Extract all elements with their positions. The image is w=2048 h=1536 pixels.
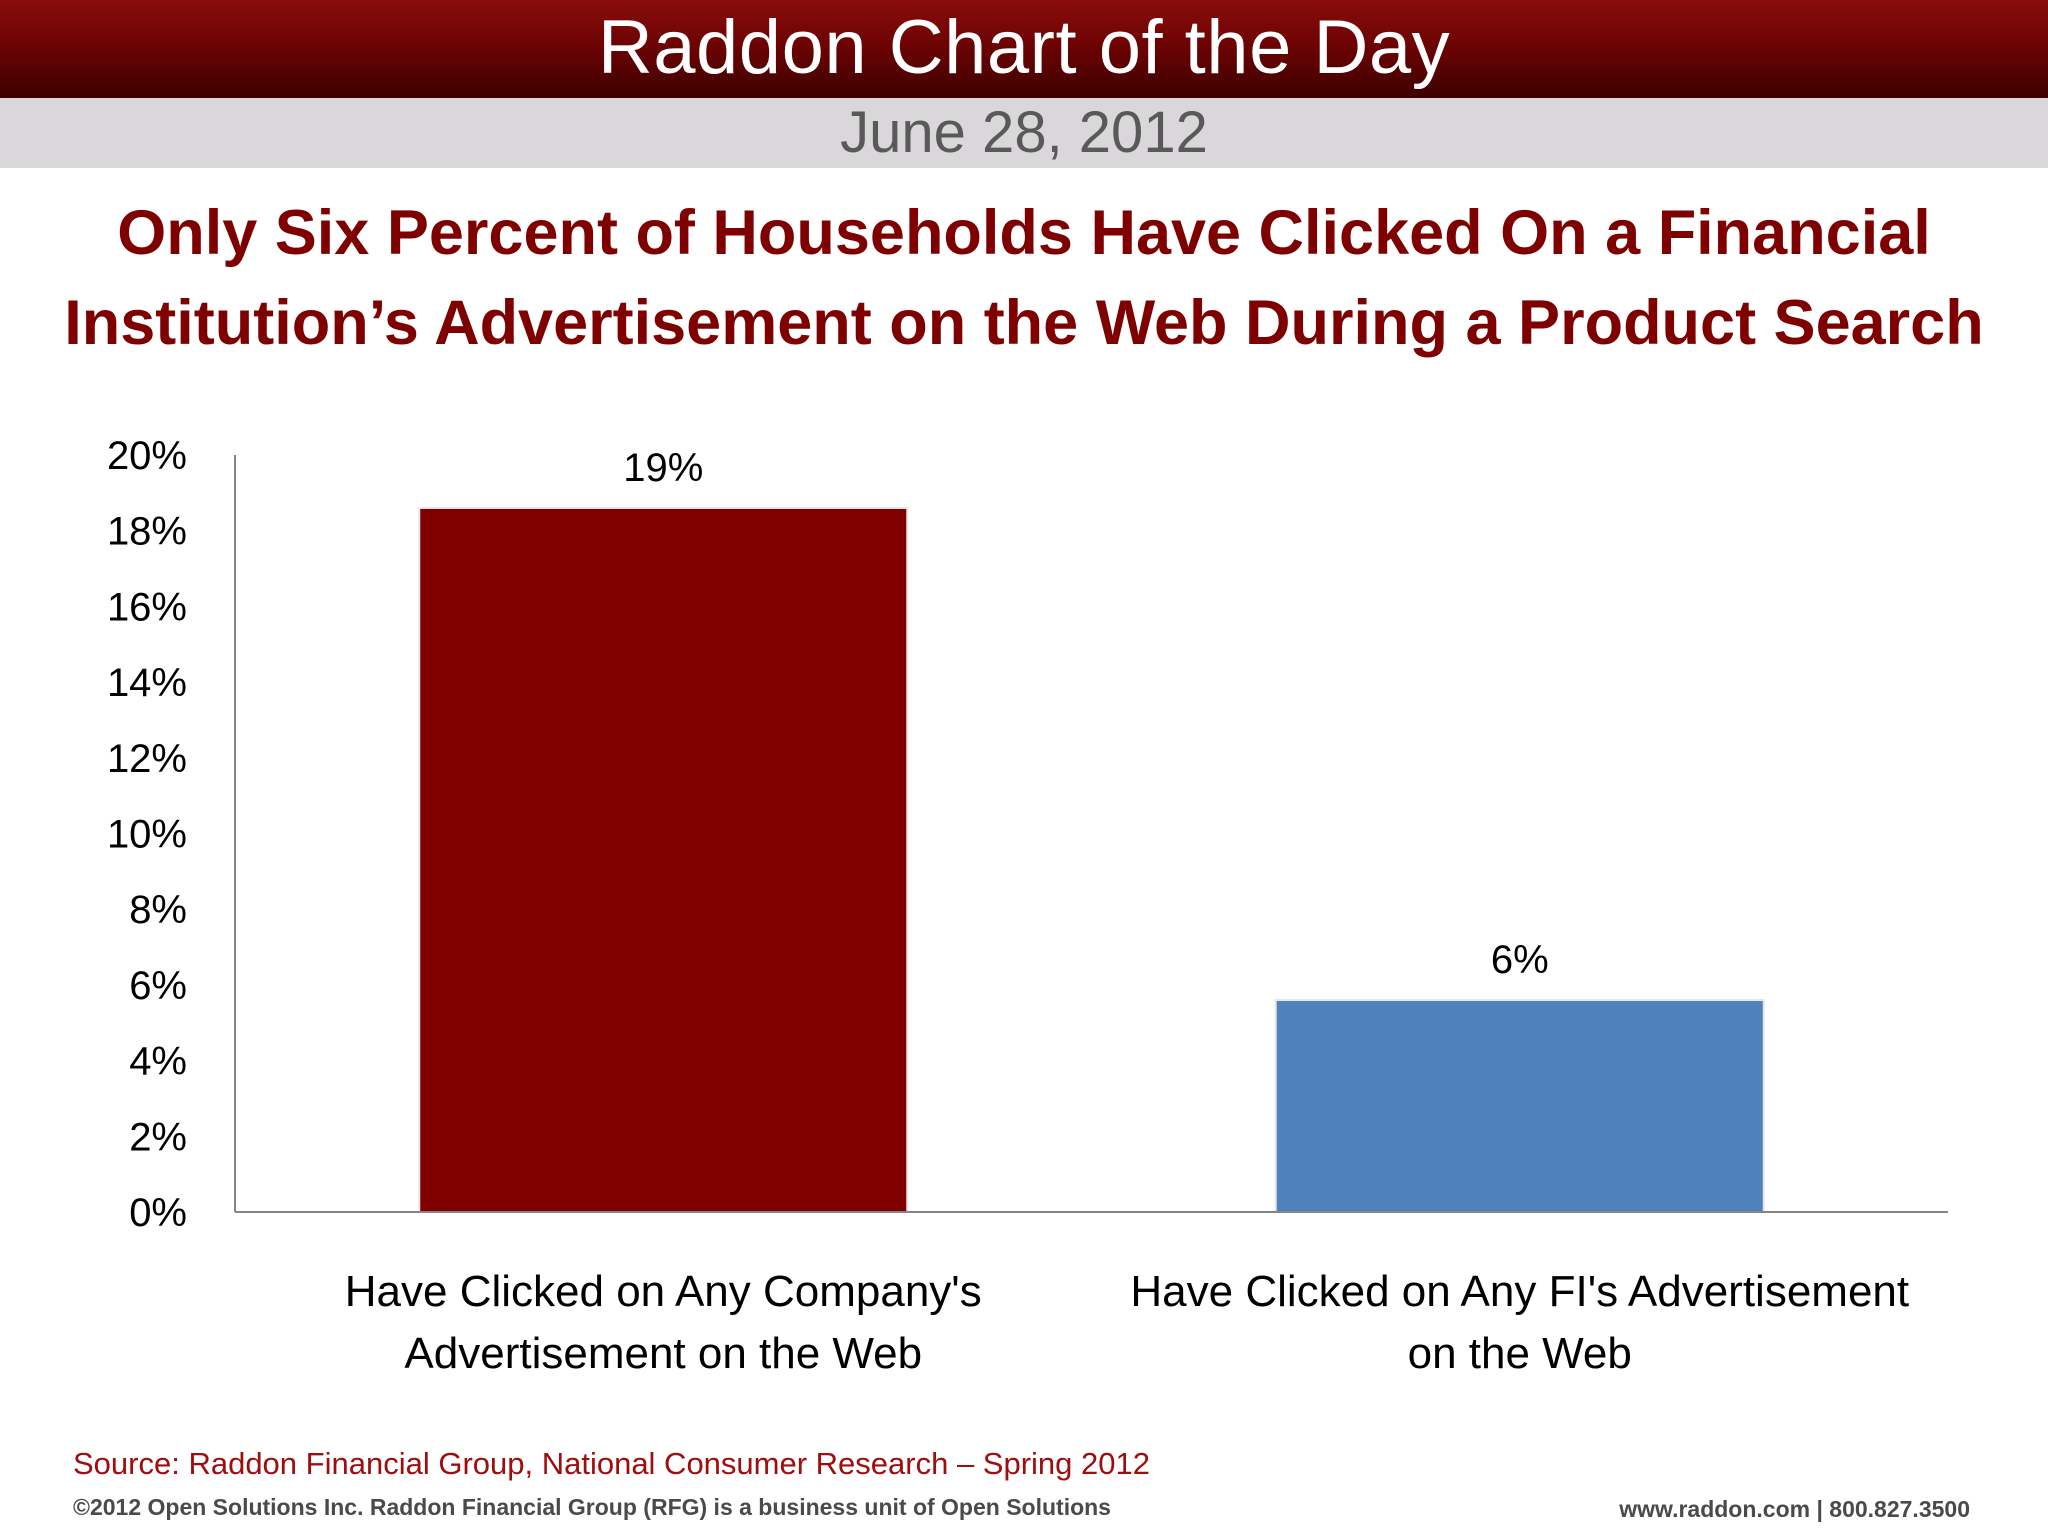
category-label: Have Clicked on Any Company's <box>345 1267 982 1316</box>
headline-line-1: Only Six Percent of Households Have Clic… <box>117 198 1931 268</box>
bar <box>418 506 909 1213</box>
y-tick-label: 20% <box>107 434 187 478</box>
data-labels: 19% 6% <box>623 446 1548 982</box>
date-strip: June 28, 2012 <box>0 98 2048 168</box>
chart-date: June 28, 2012 <box>840 100 1208 165</box>
category-labels: Have Clicked on Any Company's Advertiseme… <box>345 1267 1909 1378</box>
y-tick-label: 4% <box>129 1040 187 1084</box>
headline-line-2: Institution’s Advertisement on the Web D… <box>64 288 1984 358</box>
bar <box>1274 999 1765 1213</box>
source-note: Source: Raddon Financial Group, National… <box>73 1446 1150 1481</box>
contact-info: www.raddon.com | 800.827.3500 <box>1619 1496 1970 1522</box>
y-tick-label: 18% <box>107 510 187 554</box>
category-label: Have Clicked on Any FI's Advertisement <box>1130 1267 1909 1316</box>
bar-chart: 0% 2% 4% 6% 8% 10% 12% 14% 16% 18% 20% 19% 6% Have … <box>107 434 1948 1378</box>
y-tick-label: 10% <box>107 813 187 857</box>
y-tick-label: 2% <box>129 1115 187 1159</box>
bars-group <box>418 506 1765 1213</box>
y-tick-label: 8% <box>129 888 187 932</box>
header-banner: Raddon Chart of the Day <box>0 0 2048 98</box>
y-tick-label: 0% <box>129 1191 187 1235</box>
chart-headline: Only Six Percent of Households Have Clic… <box>20 188 2028 368</box>
y-tick-label: 6% <box>129 964 187 1008</box>
y-tick-label: 16% <box>107 585 187 629</box>
y-tick-label: 14% <box>107 661 187 705</box>
data-label: 19% <box>623 446 703 490</box>
y-tick-labels: 0% 2% 4% 6% 8% 10% 12% 14% 16% 18% 20% <box>107 434 187 1235</box>
category-label: on the Web <box>1408 1329 1632 1378</box>
y-tick-label: 12% <box>107 737 187 781</box>
data-label: 6% <box>1491 938 1549 982</box>
category-label: Advertisement on the Web <box>404 1329 922 1378</box>
page-title: Raddon Chart of the Day <box>597 5 1451 90</box>
copyright-note: ©2012 Open Solutions Inc. Raddon Financi… <box>73 1494 1111 1520</box>
